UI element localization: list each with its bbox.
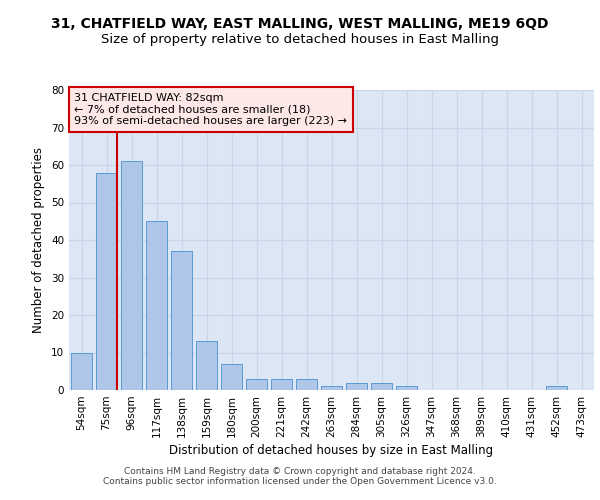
Text: Contains HM Land Registry data © Crown copyright and database right 2024.: Contains HM Land Registry data © Crown c…	[124, 467, 476, 476]
Text: 31 CHATFIELD WAY: 82sqm
← 7% of detached houses are smaller (18)
93% of semi-det: 31 CHATFIELD WAY: 82sqm ← 7% of detached…	[74, 93, 347, 126]
Bar	[71, 352, 92, 390]
Bar	[96, 172, 117, 390]
Y-axis label: Number of detached properties: Number of detached properties	[32, 147, 46, 333]
Bar	[146, 221, 167, 390]
Bar	[221, 364, 242, 390]
Bar	[271, 379, 292, 390]
X-axis label: Distribution of detached houses by size in East Malling: Distribution of detached houses by size …	[169, 444, 494, 457]
Text: Size of property relative to detached houses in East Malling: Size of property relative to detached ho…	[101, 32, 499, 46]
Bar	[196, 341, 217, 390]
Bar	[321, 386, 342, 390]
Bar	[121, 161, 142, 390]
Text: Contains public sector information licensed under the Open Government Licence v3: Contains public sector information licen…	[103, 477, 497, 486]
Bar	[171, 251, 192, 390]
Bar	[246, 379, 267, 390]
Bar	[546, 386, 567, 390]
Bar	[296, 379, 317, 390]
Bar	[346, 382, 367, 390]
Bar	[371, 382, 392, 390]
Text: 31, CHATFIELD WAY, EAST MALLING, WEST MALLING, ME19 6QD: 31, CHATFIELD WAY, EAST MALLING, WEST MA…	[51, 18, 549, 32]
Bar	[396, 386, 417, 390]
